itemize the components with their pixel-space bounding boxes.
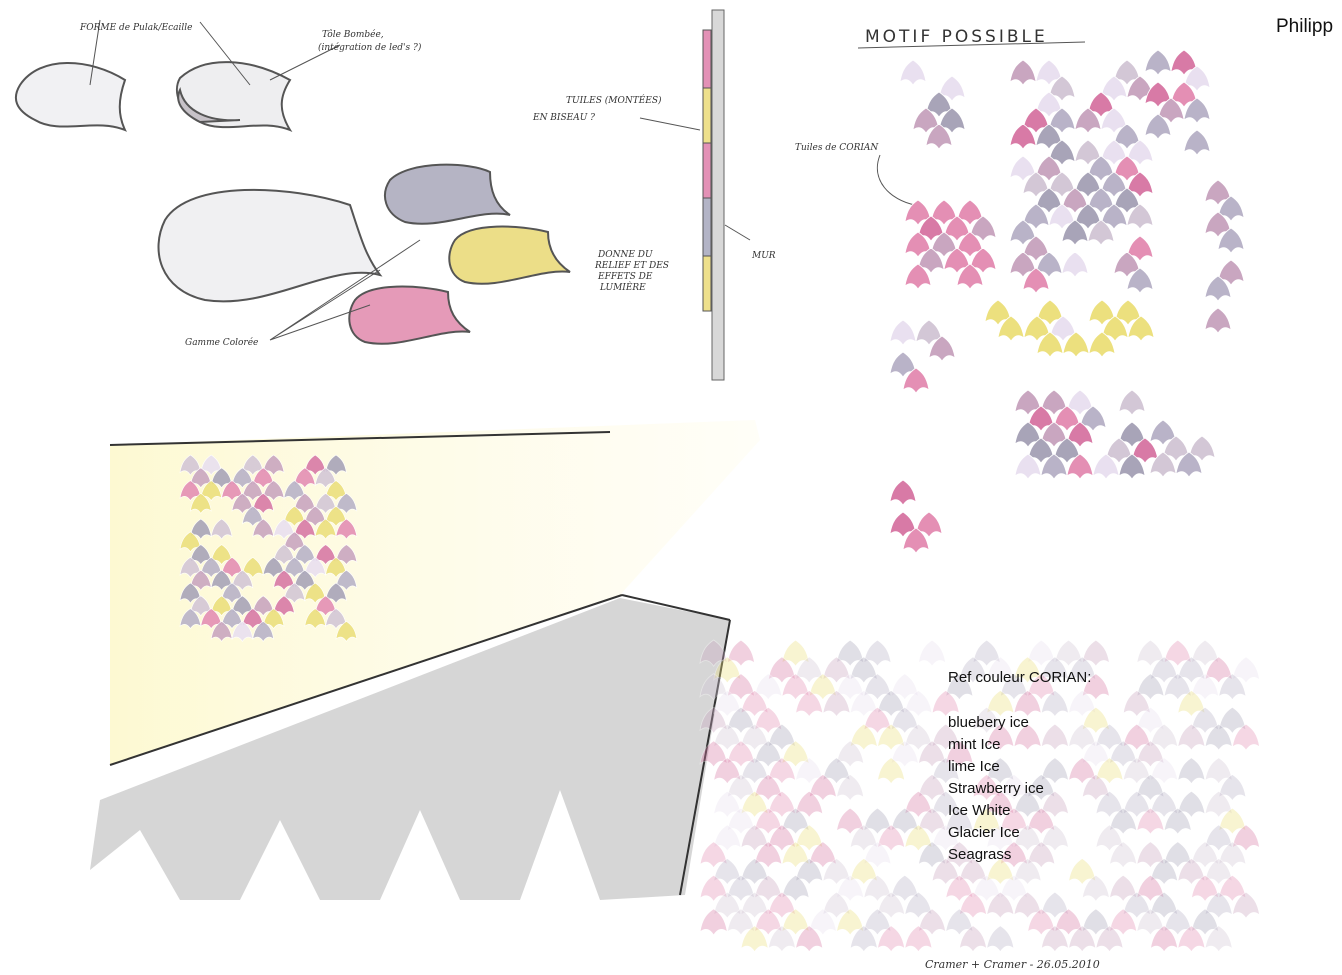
- note: Tôle Bombée,: [322, 29, 384, 40]
- note: RELIEF ET DES: [594, 261, 669, 271]
- tile: [986, 925, 1015, 953]
- color-list: bluebery ice mint Ice lime Ice Strawberry i…: [948, 714, 1044, 863]
- note: Tuiles de CORIAN: [795, 143, 879, 153]
- note: DONNE DU: [597, 250, 653, 260]
- note: LUMIÈRE: [599, 281, 646, 293]
- color-item: Glacier Ice: [948, 824, 1020, 841]
- tile: [1204, 307, 1232, 334]
- note: MUR: [751, 251, 776, 261]
- color-item: lime Ice: [948, 758, 1000, 775]
- tile: [1009, 59, 1037, 86]
- color-item: Strawberry ice: [948, 780, 1044, 797]
- note: FORME de Pulak/Ecaille: [79, 23, 193, 33]
- color-item: mint Ice: [948, 736, 1001, 753]
- tile: [889, 319, 917, 346]
- underline: [857, 41, 1086, 49]
- tile: [1118, 389, 1146, 416]
- tile: [1061, 251, 1089, 278]
- color-item: bluebery ice: [948, 714, 1029, 731]
- tile: [1183, 129, 1211, 156]
- leaf-sketches: [14, 19, 916, 345]
- colors-title: Ref couleur CORIAN:: [948, 669, 1091, 686]
- wall-section: [702, 9, 751, 381]
- motif-title: MOTIF POSSIBLE: [865, 27, 1048, 47]
- tile: [1040, 723, 1070, 751]
- note: EFFETS DE: [597, 272, 653, 282]
- author: Philipp: [1276, 16, 1333, 37]
- note: TUILES (MONTÉES): [566, 94, 662, 106]
- tile: [917, 639, 947, 667]
- signature: Cramer + Cramer - 26.05.2010: [925, 958, 1100, 971]
- note: EN BISEAU ?: [532, 113, 595, 123]
- tile: [1177, 757, 1206, 785]
- tile: [899, 59, 927, 86]
- note: (intégration de led's ?): [318, 42, 422, 53]
- color-item: Seagrass: [948, 846, 1011, 863]
- tile: [1144, 49, 1172, 76]
- note: Gamme Colorée: [185, 337, 258, 348]
- tile: [889, 479, 917, 506]
- color-item: Ice White: [948, 802, 1011, 819]
